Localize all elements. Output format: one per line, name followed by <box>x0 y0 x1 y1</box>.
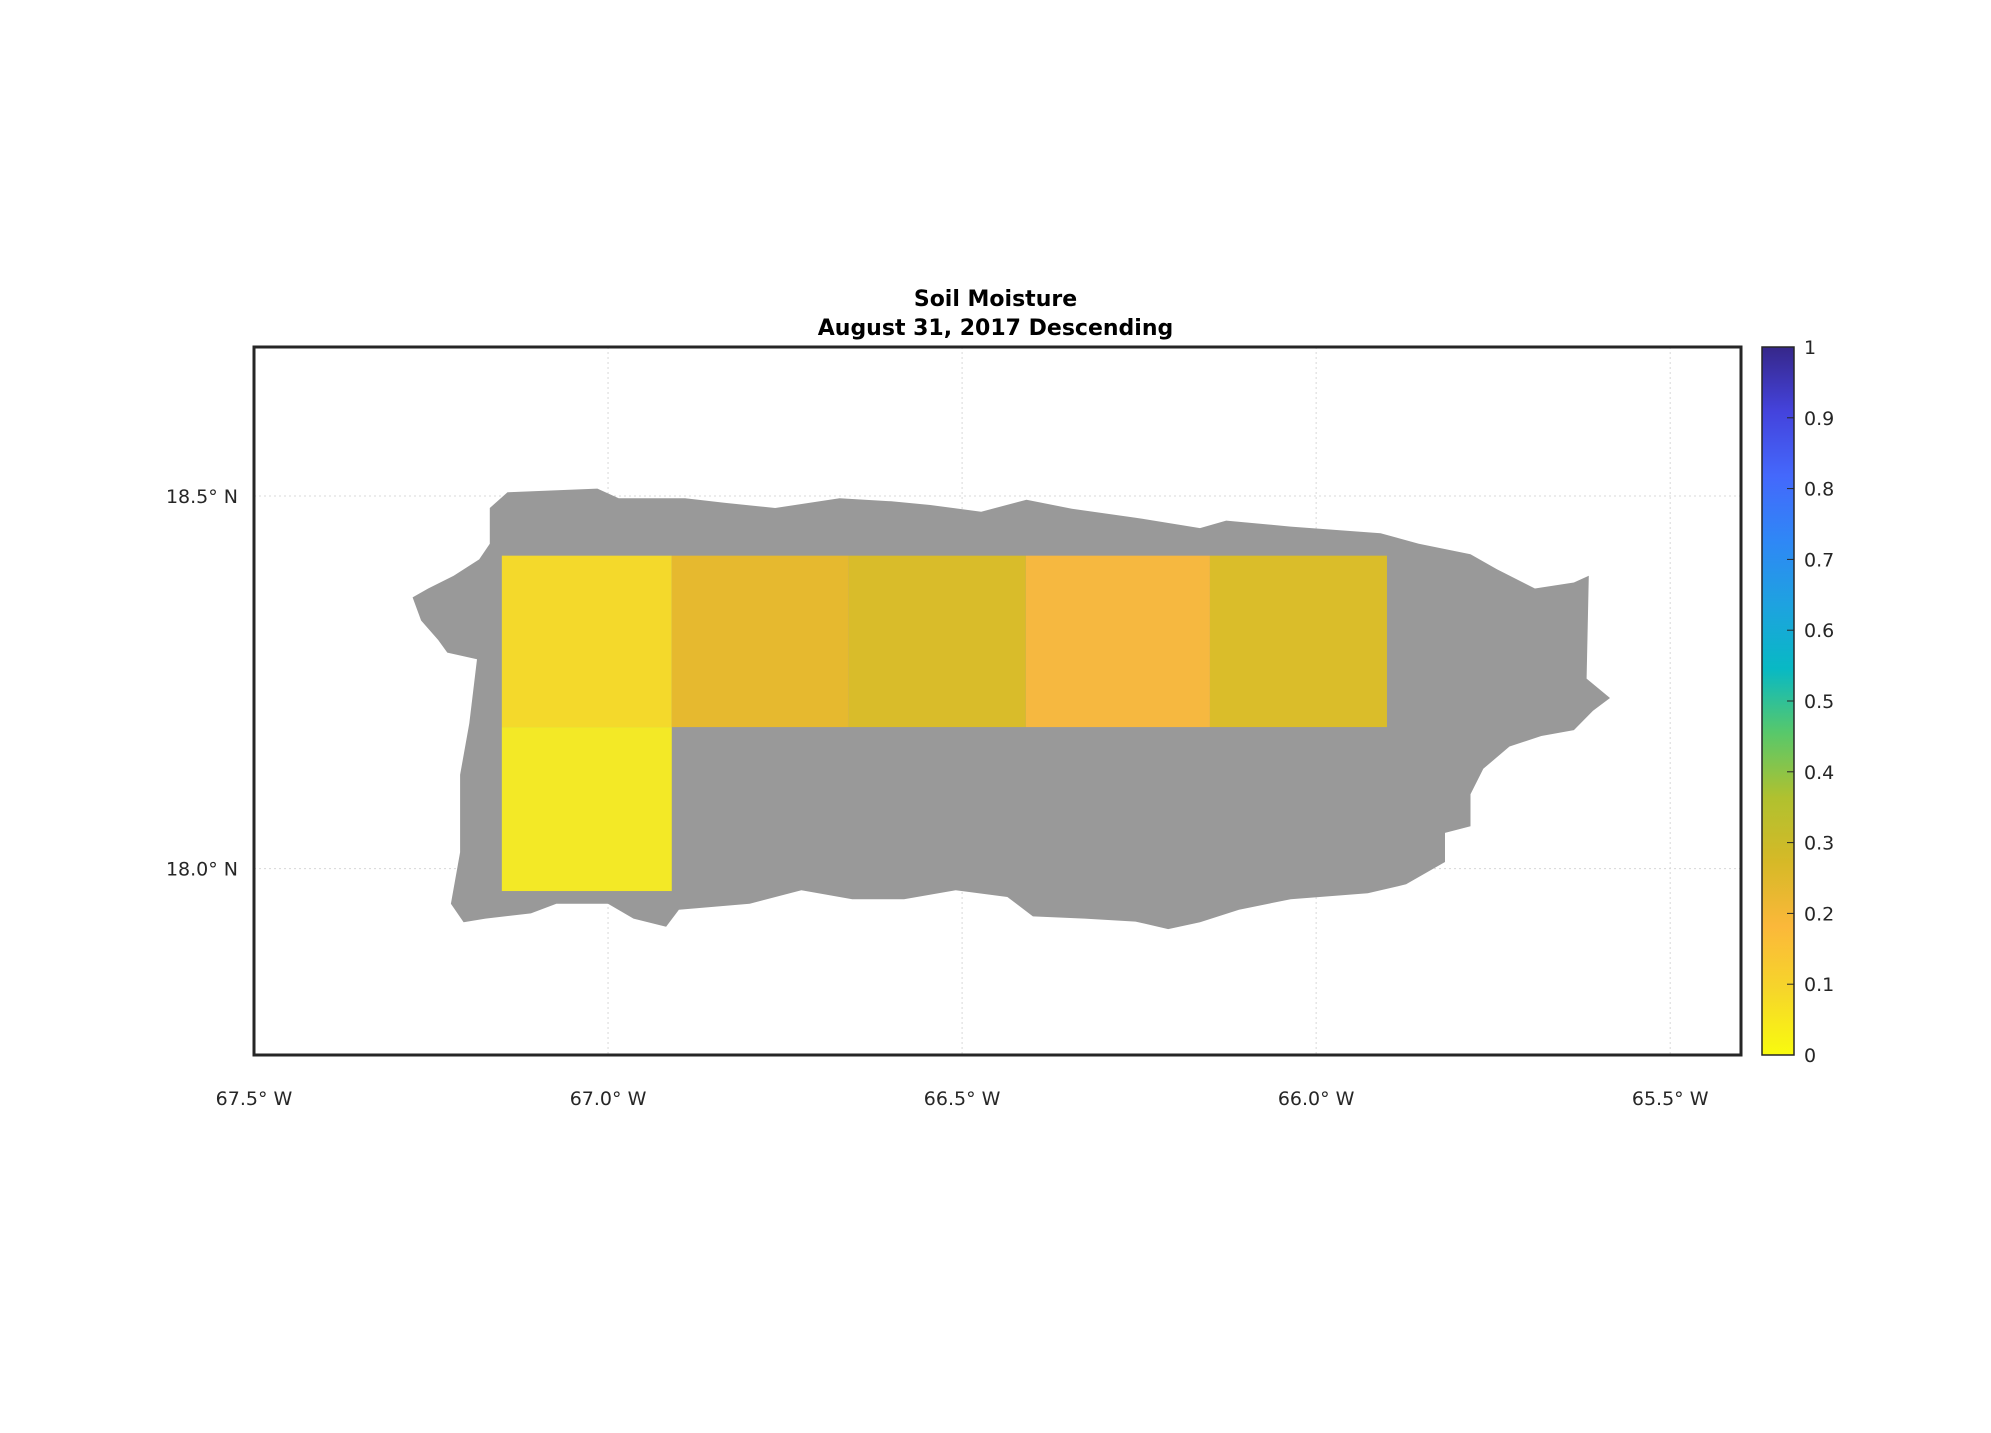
x-tick-label: 65.5° W <box>1632 1088 1709 1110</box>
subtitle-line: August 31, 2017 Descending <box>817 316 1174 341</box>
x-tick-label: 67.5° W <box>216 1088 293 1110</box>
soil-moisture-cell <box>501 727 672 892</box>
soil-moisture-cell <box>1209 555 1387 728</box>
colorbar <box>1761 346 1795 1056</box>
y-tick-label: 18.0° N <box>166 859 238 881</box>
soil-moisture-cell <box>848 555 1026 728</box>
colorbar-tick-label: 0.7 <box>1804 549 1834 571</box>
colorbar-tick-label: 0.6 <box>1804 620 1834 642</box>
colorbar-tick-label: 0 <box>1804 1045 1816 1067</box>
colorbar-tick-label: 0.4 <box>1804 762 1834 784</box>
soil-moisture-cell <box>671 555 849 728</box>
y-tick-label: 18.5° N <box>166 486 238 508</box>
title-line: Soil Moisture <box>913 287 1078 312</box>
chart-title: Soil Moisture August 31, 2017 Descending <box>0 285 1991 343</box>
soil-moisture-cell <box>501 555 672 728</box>
soil-moisture-cell <box>1025 555 1210 728</box>
colorbar-tick-label: 1 <box>1804 337 1816 359</box>
colorbar-tick-label: 0.1 <box>1804 974 1834 996</box>
soil-moisture-cells <box>501 555 1387 892</box>
colorbar-tick-label: 0.5 <box>1804 691 1834 713</box>
plot-frame <box>252 345 1743 1057</box>
x-tick-label: 66.0° W <box>1278 1088 1355 1110</box>
x-tick-label: 67.0° W <box>570 1088 647 1110</box>
colorbar-tick-label: 0.8 <box>1804 479 1834 501</box>
colorbar-tick-label: 0.9 <box>1804 408 1834 430</box>
colorbar-tick-label: 0.3 <box>1804 833 1834 855</box>
colorbar-tick-label: 0.2 <box>1804 903 1834 925</box>
x-tick-label: 66.5° W <box>924 1088 1001 1110</box>
